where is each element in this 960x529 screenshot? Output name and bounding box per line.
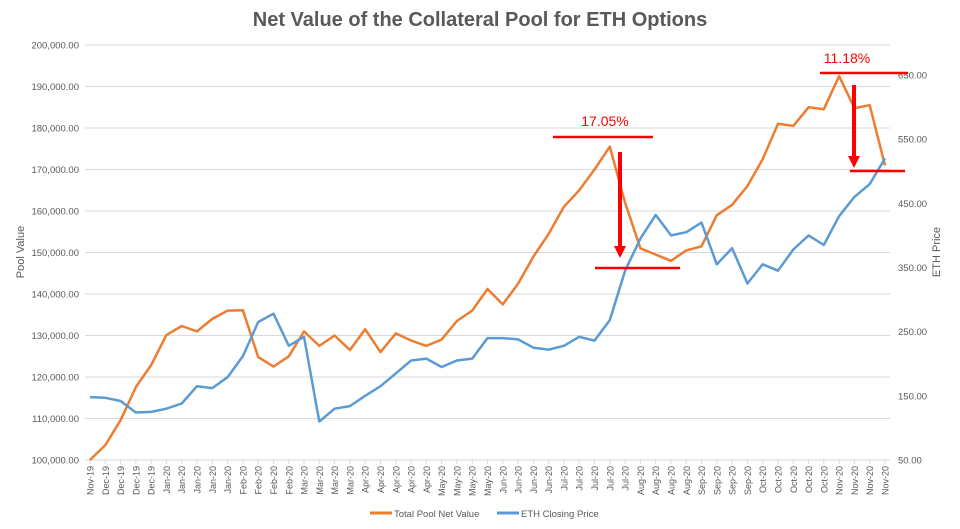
arrow-down-icon: [614, 246, 626, 258]
x-tick-label: Apr-20: [391, 466, 401, 493]
x-axis-ticks: Nov-19 Dec-19 Dec-19 Dec-19 Dec-19 Jan-20 Jan-…: [86, 460, 891, 496]
y-tick-label: 130,000.00: [31, 331, 79, 342]
x-tick-label: Aug-20: [666, 466, 676, 495]
x-tick-label: Mar-20: [300, 466, 310, 495]
x-tick-label: Mar-20: [345, 466, 355, 495]
y2-tick-label: 50.00: [898, 456, 922, 467]
x-tick-label: May-20: [483, 466, 493, 496]
x-tick-label: Mar-20: [330, 466, 340, 495]
x-tick-label: Nov-20: [865, 466, 875, 495]
y2-tick-label: 650.00: [898, 71, 927, 82]
gridlines: [85, 44, 890, 461]
y-tick-label: 110,000.00: [32, 414, 79, 425]
x-tick-label: May-20: [468, 466, 478, 496]
legend: Total Pool Net Value ETH Closing Price: [370, 509, 599, 520]
y2-tick-label: 350.00: [898, 263, 927, 274]
drawdown-label: 17.05%: [581, 113, 628, 129]
x-tick-label: Oct-20: [804, 466, 814, 493]
y2-tick-label: 450.00: [898, 199, 927, 210]
x-tick-label: Jan-20: [208, 466, 218, 494]
x-tick-label: Mar-20: [315, 466, 325, 495]
x-tick-label: Jan-20: [177, 466, 187, 494]
x-tick-label: Apr-20: [422, 466, 432, 493]
y-axis-label: Pool Value: [15, 226, 27, 278]
x-tick-label: Apr-20: [407, 466, 417, 493]
x-tick-label: May-20: [452, 466, 462, 496]
x-tick-label: Apr-20: [361, 466, 371, 493]
legend-label: ETH Closing Price: [521, 509, 599, 520]
arrow-down-icon: [848, 156, 860, 168]
x-tick-label: Oct-20: [819, 466, 829, 493]
x-tick-label: Sep-20: [728, 466, 738, 495]
x-tick-label: Aug-20: [682, 466, 692, 495]
x-tick-label: Dec-19: [101, 466, 111, 495]
legend-label: Total Pool Net Value: [394, 509, 479, 520]
drawdown-label: 11.18%: [824, 50, 870, 66]
x-tick-label: Jan-20: [223, 466, 233, 494]
x-tick-label: Nov-20: [835, 466, 845, 495]
x-tick-label: Feb-20: [238, 466, 248, 495]
x-tick-label: May-20: [437, 466, 447, 496]
y2-axis-ticks: 50.00 150.00 250.00 350.00 450.00 550.00 650.0…: [898, 71, 927, 467]
x-tick-label: Nov-20: [850, 466, 860, 495]
x-tick-label: Sep-20: [697, 466, 707, 495]
x-tick-label: Jun-20: [498, 466, 508, 494]
y-tick-label: 190,000.00: [31, 82, 79, 93]
x-tick-label: Jul-20: [575, 466, 585, 491]
series-lines: [89, 74, 887, 461]
x-tick-label: Feb-20: [284, 466, 294, 495]
x-tick-label: Aug-20: [636, 466, 646, 495]
x-tick-label: Sep-20: [712, 466, 722, 495]
x-tick-label: Jun-20: [529, 466, 539, 494]
x-tick-label: Dec-19: [147, 466, 157, 495]
x-tick-label: Aug-20: [651, 466, 661, 495]
x-tick-label: Oct-20: [789, 466, 799, 493]
y2-tick-label: 250.00: [898, 327, 927, 338]
x-tick-label: Nov-20: [881, 466, 891, 495]
x-tick-label: Jun-20: [514, 466, 524, 494]
x-tick-label: Feb-20: [254, 466, 264, 495]
y2-tick-label: 150.00: [898, 391, 927, 402]
x-tick-label: Dec-19: [131, 466, 141, 495]
y-tick-label: 180,000.00: [31, 124, 79, 135]
x-tick-label: Jun-20: [544, 466, 554, 494]
y-tick-label: 160,000.00: [31, 207, 79, 218]
y-tick-label: 200,000.00: [31, 41, 79, 52]
series-line-pool-value: [89, 74, 887, 461]
x-tick-label: Feb-20: [269, 466, 279, 495]
series-line-eth-price: [89, 157, 887, 423]
chart-title: Net Value of the Collateral Pool for ETH…: [253, 9, 708, 31]
x-tick-label: Jul-20: [590, 466, 600, 491]
annotations: 17.05% 11.18%: [553, 50, 908, 270]
x-tick-label: Oct-20: [773, 466, 783, 493]
y-tick-label: 120,000.00: [31, 373, 79, 384]
x-tick-label: Jan-20: [162, 466, 172, 494]
x-tick-label: Oct-20: [758, 466, 768, 493]
x-tick-label: Jan-20: [193, 466, 203, 494]
y2-axis-label: ETH Price: [931, 227, 943, 277]
y-tick-label: 150,000.00: [31, 248, 79, 259]
x-tick-label: Apr-20: [376, 466, 386, 493]
x-tick-label: Jul-20: [559, 466, 569, 491]
y-tick-label: 140,000.00: [31, 290, 79, 301]
y-tick-label: 170,000.00: [31, 165, 79, 176]
x-tick-label: Jul-20: [605, 466, 615, 491]
y-tick-label: 100,000.00: [31, 456, 79, 467]
y-axis-ticks: 100,000.00 110,000.00 120,000.00 130,000.00…: [31, 41, 79, 467]
x-tick-label: Sep-20: [743, 466, 753, 495]
y2-tick-label: 550.00: [898, 135, 927, 146]
x-tick-label: Jul-20: [621, 466, 631, 491]
x-tick-label: Dec-19: [116, 466, 126, 495]
x-tick-label: Nov-19: [86, 466, 96, 495]
